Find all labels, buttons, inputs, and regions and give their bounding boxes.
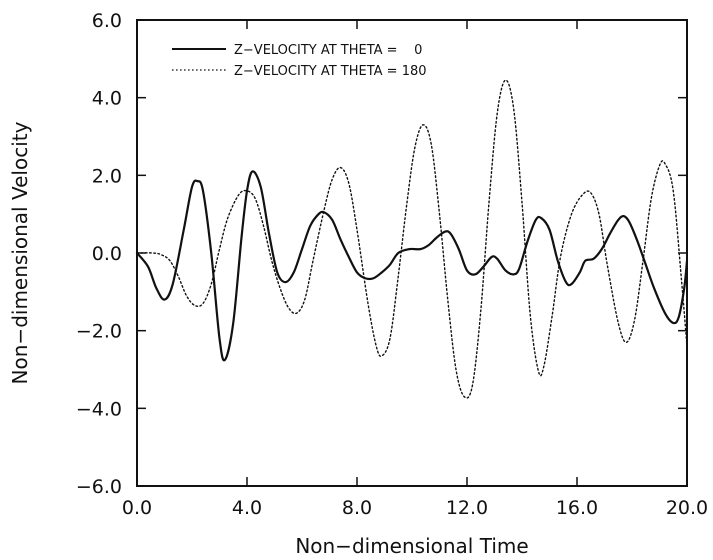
x-tick-label-0: 0.0 bbox=[122, 497, 152, 519]
x-tick-label-1: 4.0 bbox=[232, 497, 262, 519]
x-axis-title: Non−dimensional Time bbox=[295, 534, 528, 558]
y-tick-label-2: −2.0 bbox=[76, 321, 122, 343]
y-tick-label-6: 6.0 bbox=[92, 10, 122, 32]
x-tick-label-3: 12.0 bbox=[446, 497, 488, 519]
y-tick-label-1: −4.0 bbox=[76, 398, 122, 420]
x-tick-label-2: 8.0 bbox=[342, 497, 372, 519]
y-tick-label-5: 4.0 bbox=[92, 88, 122, 110]
series-line-theta-180 bbox=[136, 79, 688, 399]
plot-frame bbox=[136, 19, 688, 487]
x-tick-label-5: 20.0 bbox=[666, 497, 708, 519]
y-axis-title: Non−dimensional Velocity bbox=[8, 121, 32, 384]
y-tick-label-4: 2.0 bbox=[92, 165, 122, 187]
legend-label-theta-180: Z−VELOCITY AT THETA = 180 bbox=[234, 64, 427, 79]
x-tick-label-4: 16.0 bbox=[556, 497, 598, 519]
legend-label-theta-0: Z−VELOCITY AT THETA = 0 bbox=[234, 43, 422, 58]
series-layer bbox=[135, 79, 689, 399]
legend: Z−VELOCITY AT THETA = 0 Z−VELOCITY AT TH… bbox=[172, 43, 427, 79]
x-axis-ticks: 0.0 4.0 8.0 12.0 16.0 20.0 bbox=[122, 20, 708, 519]
y-tick-label-0: −6.0 bbox=[76, 476, 122, 498]
y-axis-ticks: −6.0 −4.0 −2.0 0.0 2.0 4.0 6.0 bbox=[76, 10, 687, 498]
y-tick-label-3: 0.0 bbox=[92, 243, 122, 265]
series-line-theta-0 bbox=[135, 170, 689, 362]
